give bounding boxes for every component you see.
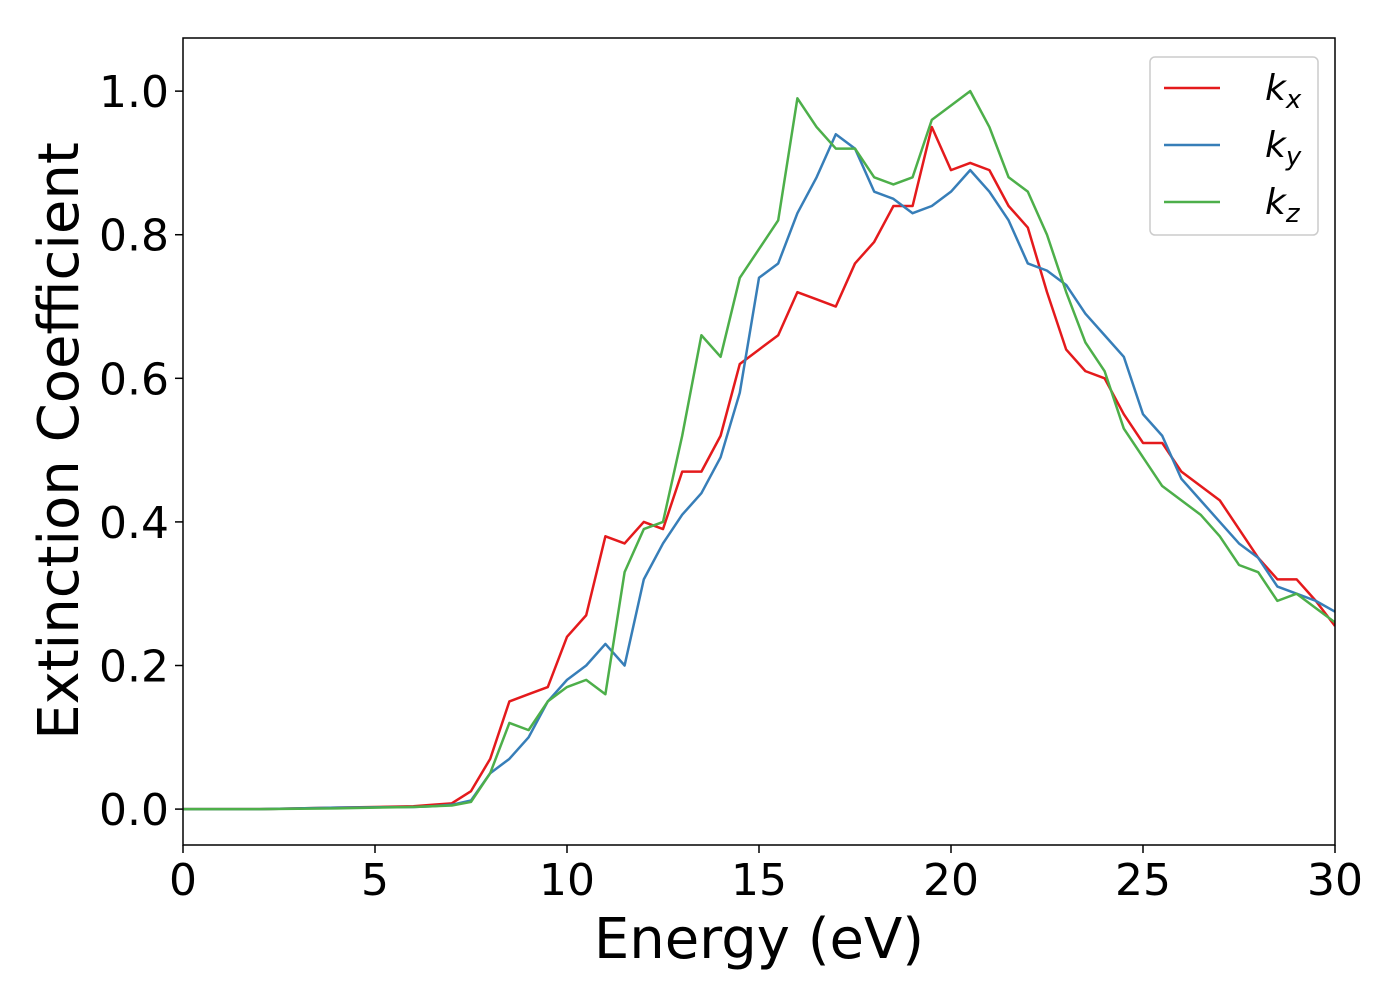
y-tick-label: 0.0 xyxy=(99,785,169,836)
x-tick-label: 10 xyxy=(539,855,595,906)
x-axis-label: Energy (eV) xyxy=(594,907,924,972)
y-tick-label: 1.0 xyxy=(99,67,169,118)
y-tick-label: 0.2 xyxy=(99,642,169,693)
legend-label: ky xyxy=(1265,125,1302,172)
y-tick-label: 0.6 xyxy=(99,354,169,405)
x-tick-label: 20 xyxy=(923,855,979,906)
legend-label: kz xyxy=(1265,182,1301,229)
series-line xyxy=(183,89,1335,811)
x-tick-label: 30 xyxy=(1307,855,1363,906)
legend-label-sub: z xyxy=(1285,199,1301,229)
legend-box xyxy=(1149,56,1319,236)
y-tick-label: 0.8 xyxy=(99,211,169,262)
y-tick-label: 0.4 xyxy=(99,498,169,549)
legend-label: kx xyxy=(1265,68,1302,115)
legend-label-sub: x xyxy=(1285,85,1302,115)
plot-frame xyxy=(182,37,1336,846)
x-tick-label: 25 xyxy=(1115,855,1171,906)
y-axis-label: Extinction Coefficient xyxy=(27,142,92,740)
x-tick-label: 0 xyxy=(169,855,197,906)
x-tick-label: 15 xyxy=(731,855,787,906)
legend-label-sub: y xyxy=(1285,142,1302,172)
series-line xyxy=(183,132,1335,811)
x-tick-label: 5 xyxy=(361,855,389,906)
legend-label-base: k xyxy=(1265,125,1288,166)
legend-label-base: k xyxy=(1265,182,1288,223)
legend-label-base: k xyxy=(1265,68,1288,109)
